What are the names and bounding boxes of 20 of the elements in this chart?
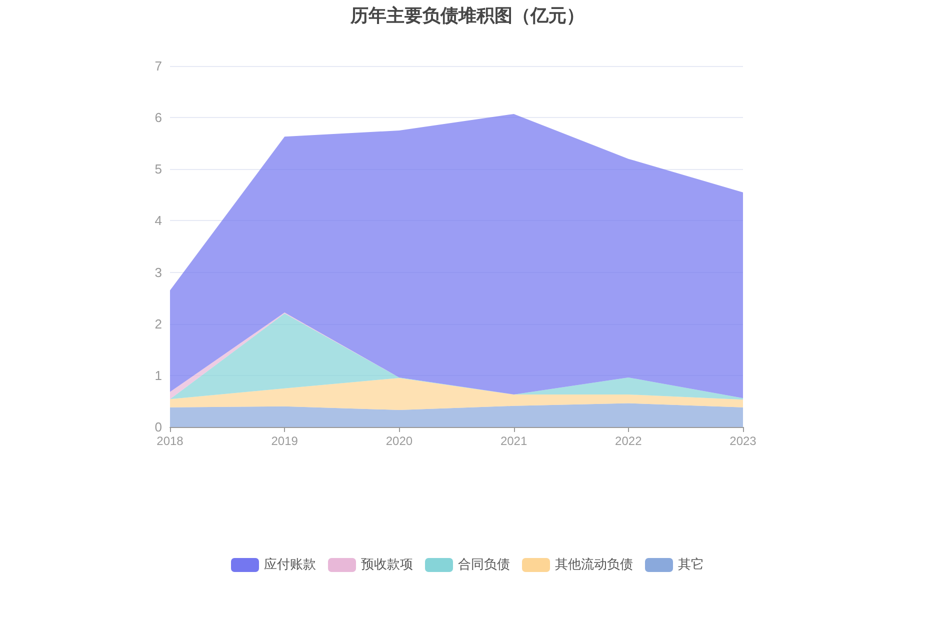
y-tick-label: 5 [154, 162, 162, 177]
legend-label: 预收款项 [361, 558, 413, 572]
y-tick-label: 3 [154, 264, 162, 280]
chart-title: 历年主要负债堆积图（亿元） [350, 6, 584, 26]
legend-label: 其他流动负债 [555, 556, 633, 572]
y-tick-label: 1 [154, 368, 162, 383]
x-tick-label: 2023 [730, 434, 757, 448]
legend-label: 应付账款 [264, 556, 316, 572]
x-tick-label: 2022 [615, 434, 642, 448]
y-tick-label: 6 [154, 110, 162, 126]
legend-label: 合同负债 [458, 558, 510, 572]
y-tick-label: 0 [154, 420, 162, 434]
y-tick-label: 4 [154, 213, 162, 228]
y-tick-label: 2 [154, 316, 162, 332]
legend-label: 其它 [678, 556, 704, 572]
x-tick-label: 2019 [271, 434, 298, 448]
x-tick-label: 2021 [500, 434, 528, 448]
x-tick-label: 2018 [156, 434, 184, 448]
x-tick-label: 2020 [386, 434, 413, 448]
y-tick-label: 7 [154, 58, 162, 74]
